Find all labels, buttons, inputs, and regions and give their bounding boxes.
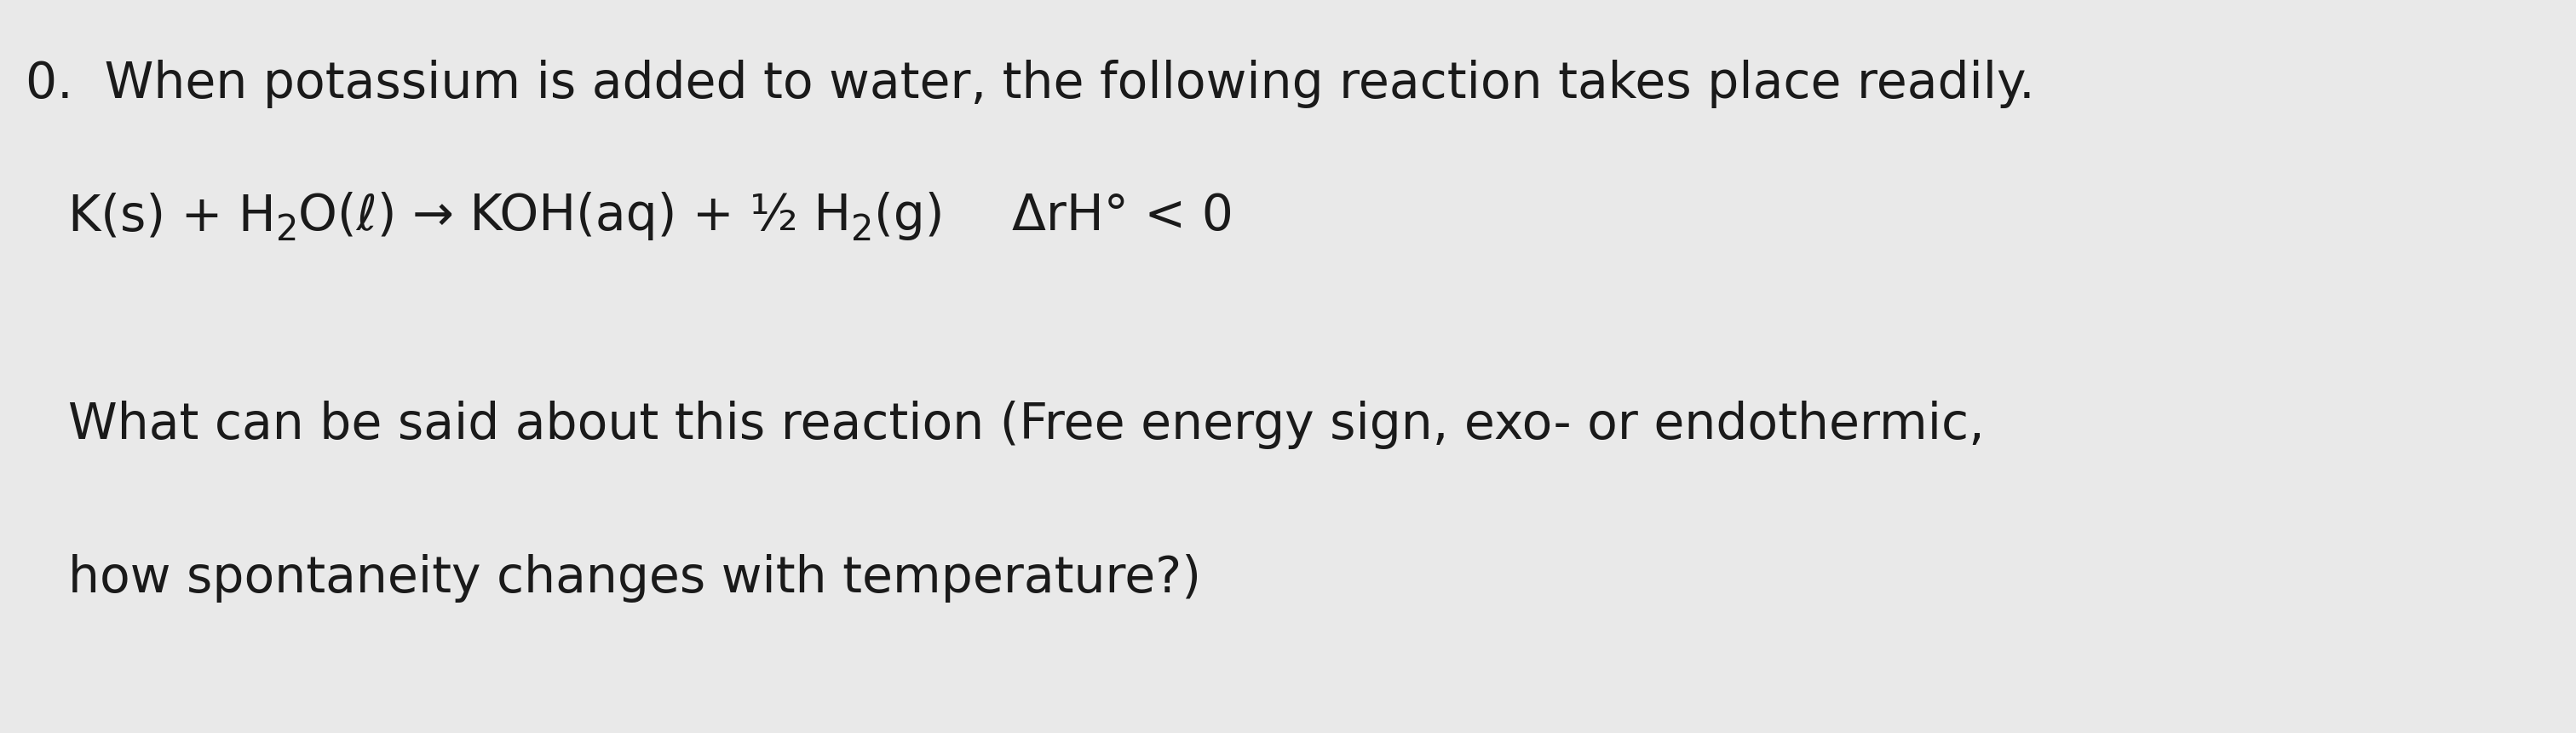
Text: ΔrH° < 0: ΔrH° < 0 [1012, 192, 1234, 240]
Text: 2: 2 [850, 213, 873, 248]
Text: 2: 2 [276, 213, 299, 248]
Text: O(ℓ) → KOH(aq) + ½ H: O(ℓ) → KOH(aq) + ½ H [299, 192, 850, 240]
Text: how spontaneity changes with temperature?): how spontaneity changes with temperature… [67, 554, 1200, 603]
Text: 0.  When potassium is added to water, the following reaction takes place readily: 0. When potassium is added to water, the… [26, 59, 2035, 108]
Text: K(s) + H: K(s) + H [67, 192, 276, 240]
Text: (g): (g) [873, 192, 943, 240]
Text: What can be said about this reaction (Free energy sign, exo- or endothermic,: What can be said about this reaction (Fr… [67, 401, 1984, 449]
